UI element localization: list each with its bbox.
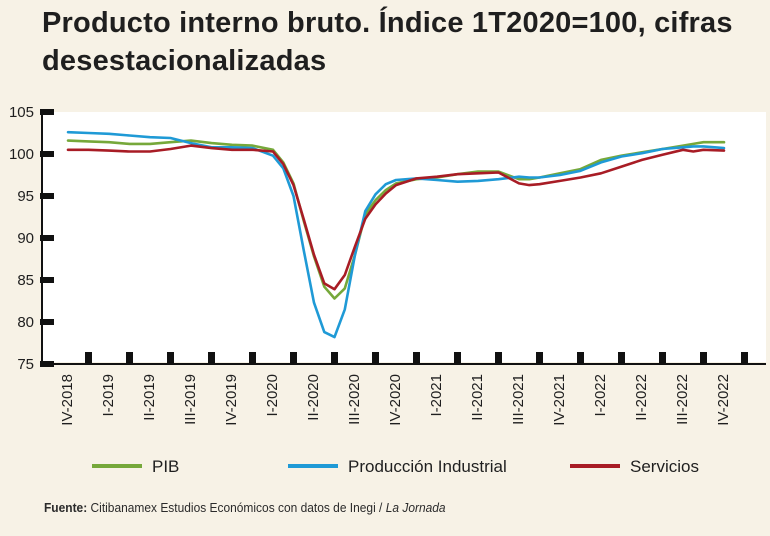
x-tick-mark [126,352,133,364]
x-tick-label: I-2022 [592,374,609,417]
legend-label-servicios: Servicios [630,457,699,476]
y-tick-mark [40,319,54,325]
x-tick-mark [167,352,174,364]
x-tick-label: I-2019 [100,374,117,417]
x-tick-label: IV-2021 [551,374,568,426]
x-tick-label: III-2021 [510,374,527,425]
x-tick-label: IV-2020 [387,374,404,426]
legend-label-industrial: Producción Industrial [348,457,507,476]
x-tick-label: II-2021 [469,374,486,421]
source-text: Citibanamex Estudios Económicos con dato… [90,500,386,515]
legend: PIB Producción Industrial Servicios [92,457,699,476]
x-tick-label: IV-2019 [223,374,240,426]
series-line-pib [66,139,726,300]
y-tick-mark [40,193,54,199]
y-tick-label: 85 [17,272,34,289]
x-tick-label: II-2022 [633,374,650,421]
source-note: Fuente: Citibanamex Estudios Económicos … [44,500,446,515]
x-tick-mark [577,352,584,364]
x-tick-label: IV-2022 [715,374,732,426]
chart-title: Producto interno bruto. Índice 1T2020=10… [42,7,733,77]
source-label: Fuente: [44,500,88,515]
x-tick-label: II-2020 [305,374,322,421]
x-tick-label: IV-2018 [59,374,76,426]
x-tick-mark [331,352,338,364]
series-line-industrial [66,130,726,339]
x-tick-mark [659,352,666,364]
x-tick-mark [741,352,748,364]
x-tick-mark [208,352,215,364]
x-tick-label: I-2020 [264,374,281,417]
y-tick-mark [40,109,54,115]
x-tick-label: III-2020 [346,374,363,425]
y-tick-label: 80 [17,314,34,331]
x-tick-label: II-2019 [141,374,158,421]
x-tick-mark [536,352,543,364]
x-axis: IV-2018 I-2019 II-2019 III-2019 IV-2019 I-202… [42,352,766,426]
x-tick-mark [700,352,707,364]
x-tick-mark [413,352,420,364]
series-lines [66,130,726,339]
x-tick-mark [249,352,256,364]
x-tick-label: III-2022 [674,374,691,425]
x-tick-mark [454,352,461,364]
x-tick-mark [495,352,502,364]
x-tick-mark [290,352,297,364]
y-tick-label: 90 [17,230,34,247]
y-tick-mark [40,151,54,157]
x-tick-label: I-2021 [428,374,445,417]
y-tick-label: 100 [9,146,34,163]
y-tick-label: 75 [17,356,34,373]
x-tick-mark [85,352,92,364]
source-publication: La Jornada [385,500,446,515]
x-tick-mark [618,352,625,364]
y-tick-mark [40,235,54,241]
x-tick-mark [372,352,379,364]
x-tick-label: III-2019 [182,374,199,425]
legend-label-pib: PIB [152,457,179,476]
y-tick-label: 105 [9,104,34,121]
series-line-servicios [66,144,726,291]
y-tick-label: 95 [17,188,34,205]
y-tick-mark [40,277,54,283]
